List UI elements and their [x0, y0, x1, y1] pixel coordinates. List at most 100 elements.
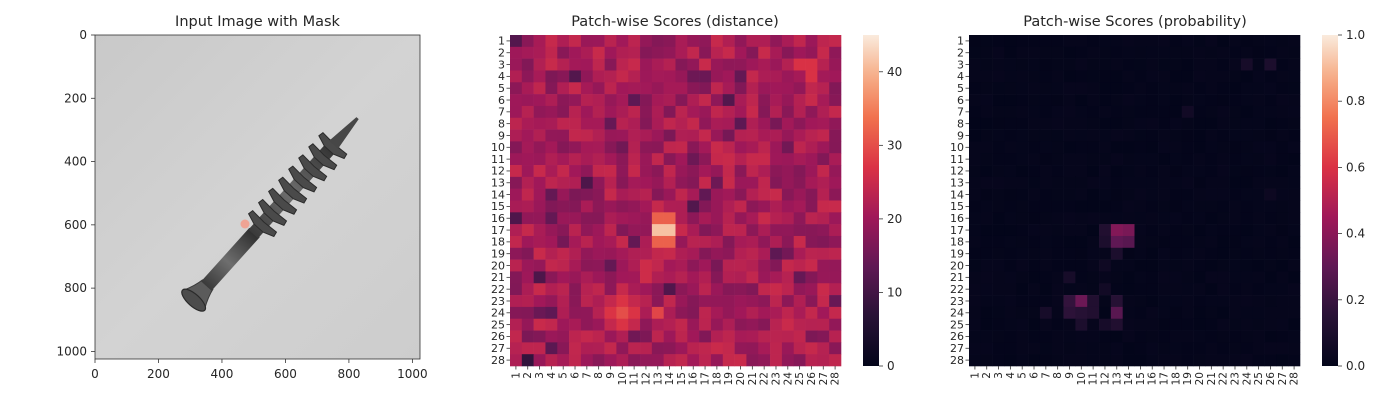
- distance-cell: [817, 141, 830, 154]
- distance-x-tick-label: 11: [629, 372, 641, 385]
- probability-cell: [1217, 295, 1230, 308]
- probability-cell: [1039, 318, 1053, 331]
- probability-cell: [1016, 176, 1029, 189]
- probability-cell: [1288, 212, 1301, 225]
- distance-cell: [781, 224, 795, 237]
- probability-cell: [969, 35, 982, 48]
- probability-cell: [1122, 141, 1135, 154]
- probability-cell: [1169, 318, 1183, 331]
- probability-cell: [1063, 247, 1076, 260]
- probability-cell: [1099, 224, 1112, 237]
- probability-cell: [1099, 141, 1112, 154]
- distance-cell: [817, 354, 830, 367]
- distance-cell: [829, 35, 842, 48]
- distance-cell: [746, 165, 759, 178]
- distance-cell: [758, 176, 771, 189]
- distance-cell: [758, 247, 771, 260]
- distance-cell: [793, 94, 806, 107]
- probability-cell: [1158, 283, 1171, 296]
- probability-cell: [1087, 129, 1100, 142]
- probability-cell: [1122, 94, 1135, 107]
- probability-cell: [1229, 224, 1242, 237]
- probability-cell: [1110, 46, 1123, 59]
- probability-cell: [1051, 141, 1064, 154]
- probability-cell: [1110, 247, 1123, 260]
- probability-cell: [1087, 295, 1100, 308]
- distance-cell: [663, 247, 676, 260]
- probability-cell: [1028, 94, 1041, 107]
- probability-cell: [1240, 306, 1254, 320]
- probability-cell: [1134, 82, 1147, 95]
- distance-cell: [817, 35, 830, 48]
- distance-cell: [640, 295, 653, 308]
- probability-cell: [1087, 318, 1100, 331]
- distance-cell: [805, 271, 818, 284]
- probability-cell: [1099, 70, 1112, 83]
- distance-cell: [604, 306, 617, 320]
- probability-cell: [1264, 224, 1277, 237]
- distance-cell: [557, 283, 570, 296]
- probability-cell: [1146, 247, 1159, 260]
- probability-cell: [1004, 318, 1017, 331]
- probability-cell: [1087, 354, 1100, 367]
- probability-cell: [1158, 141, 1171, 154]
- probability-colorbar-tick-label: 0.2: [1346, 293, 1365, 307]
- distance-cell: [521, 342, 534, 355]
- probability-x-tick-label: 5: [1017, 372, 1029, 379]
- probability-cell: [1276, 117, 1289, 130]
- probability-cell: [992, 306, 1005, 320]
- distance-cell: [805, 224, 818, 237]
- probability-cell: [1075, 141, 1088, 154]
- distance-cell: [651, 141, 664, 154]
- probability-cell: [1063, 235, 1076, 249]
- probability-cell: [969, 46, 982, 59]
- probability-cell: [992, 117, 1005, 130]
- image-x-tick-label: 200: [147, 367, 170, 381]
- probability-cell: [992, 342, 1005, 355]
- distance-cell: [829, 188, 842, 201]
- probability-cell: [1004, 259, 1017, 272]
- probability-y-tick-label: 2: [957, 47, 964, 60]
- probability-cell: [1181, 105, 1194, 119]
- distance-cell: [604, 117, 617, 130]
- distance-cell: [710, 224, 724, 237]
- probability-cell: [1276, 176, 1289, 189]
- distance-cell: [675, 283, 688, 296]
- probability-cell: [1217, 94, 1230, 107]
- distance-cell: [675, 153, 688, 166]
- probability-cell: [1205, 82, 1218, 95]
- distance-cell: [829, 46, 842, 59]
- distance-cell: [758, 82, 771, 95]
- probability-cell: [1099, 153, 1112, 166]
- probability-cell: [1240, 259, 1254, 272]
- probability-y-tick-label: 10: [950, 141, 964, 154]
- probability-cell: [1193, 129, 1206, 142]
- distance-y-tick-label: 4: [498, 70, 505, 83]
- probability-cell: [1229, 247, 1242, 260]
- distance-cell: [663, 235, 676, 249]
- probability-cell: [980, 330, 993, 343]
- probability-x-tick-label: 11: [1088, 372, 1100, 385]
- distance-cell: [758, 235, 771, 249]
- probability-x-tick-label: 21: [1206, 372, 1218, 385]
- screw-photo: [95, 35, 420, 359]
- distance-cell: [628, 58, 641, 71]
- probability-cell: [1146, 224, 1159, 237]
- distance-cell: [722, 306, 735, 320]
- probability-cell: [1028, 259, 1041, 272]
- distance-cell: [699, 259, 712, 272]
- probability-cell: [992, 153, 1005, 166]
- distance-cell: [817, 342, 830, 355]
- probability-cell: [1063, 141, 1076, 154]
- probability-cell: [1075, 105, 1088, 119]
- probability-cell: [1122, 105, 1135, 119]
- distance-cell: [569, 212, 582, 225]
- probability-cell: [1181, 117, 1194, 130]
- distance-cell: [640, 259, 653, 272]
- distance-cell: [710, 117, 724, 130]
- probability-cell: [1169, 165, 1183, 178]
- distance-cell: [829, 58, 842, 71]
- distance-x-tick-label: 7: [581, 372, 593, 379]
- distance-cell: [557, 354, 570, 367]
- distance-cell: [805, 46, 818, 59]
